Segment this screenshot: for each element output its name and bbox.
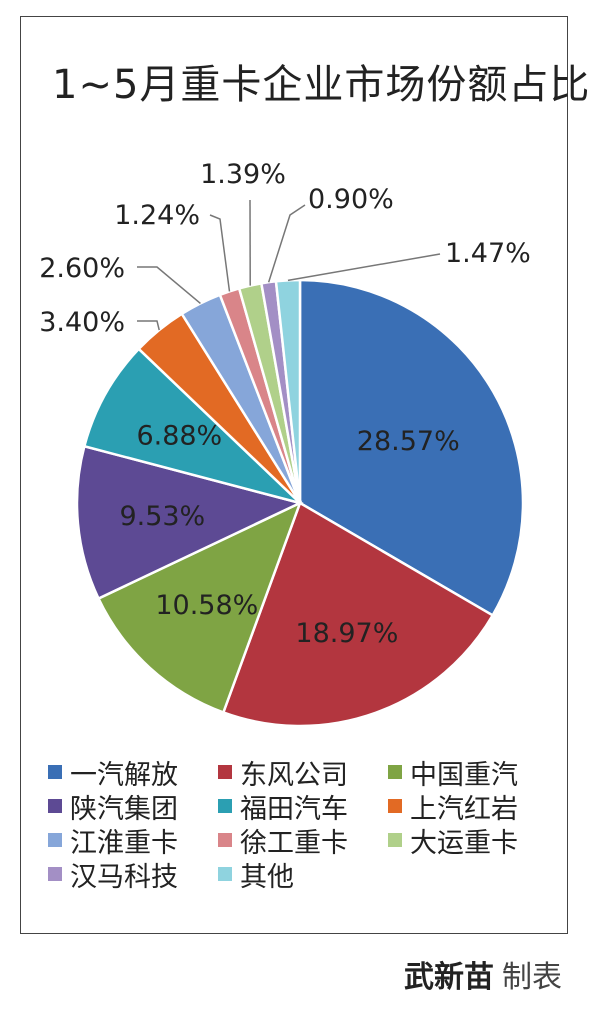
credit-line: 武新苗 制表	[404, 952, 562, 996]
legend-row: 陕汽集团 福田汽车 上汽红岩	[48, 787, 558, 826]
legend-item-2: 东风公司	[218, 753, 388, 792]
slice-label-6: 3.40%	[39, 307, 125, 338]
legend-label-1: 一汽解放	[70, 759, 178, 791]
slice-label-4: 9.53%	[119, 501, 205, 532]
pie-slice-1	[298, 278, 525, 618]
legend-label-9: 大运重卡	[410, 827, 518, 859]
legend-item-3: 中国重汽	[388, 753, 558, 792]
legend-item-6: 上汽红岩	[388, 787, 558, 826]
legend-swatch-5	[218, 799, 232, 813]
legend-swatch-9	[388, 833, 402, 847]
legend-swatch-10	[48, 867, 62, 881]
credit-role: 制表	[502, 960, 562, 995]
slice-label-9: 1.39%	[200, 159, 286, 190]
leader-line-10	[267, 204, 306, 283]
legend-label-8: 徐工重卡	[240, 827, 348, 859]
chart-legend: 一汽解放 东风公司 中国重汽 陕汽集团 福田汽车 上汽红岩 江淮重卡 徐工重卡 大运重卡 汉马科技…	[48, 753, 558, 894]
legend-swatch-2	[218, 765, 232, 779]
legend-item-11: 其他	[218, 855, 388, 894]
slice-label-7: 2.60%	[39, 253, 125, 284]
legend-label-11: 其他	[240, 861, 294, 893]
slice-label-5: 6.88%	[136, 421, 222, 452]
leader-line-6	[137, 320, 160, 331]
legend-item-9: 大运重卡	[388, 821, 558, 860]
pie-slice-4	[75, 444, 304, 601]
slice-label-2: 18.97%	[295, 618, 398, 649]
slice-label-8: 1.24%	[114, 200, 200, 231]
legend-label-10: 汉马科技	[70, 861, 178, 893]
pie-slice-3	[96, 500, 303, 715]
legend-item-8: 徐工重卡	[218, 821, 388, 860]
pie-slice-11	[274, 278, 302, 504]
pie-slice-5	[82, 347, 305, 506]
legend-swatch-11	[218, 867, 232, 881]
slice-label-11: 1.47%	[445, 238, 531, 269]
legend-item-1: 一汽解放	[48, 753, 218, 792]
legend-label-3: 中国重汽	[410, 759, 518, 791]
legend-row: 江淮重卡 徐工重卡 大运重卡	[48, 821, 558, 860]
legend-label-7: 江淮重卡	[70, 827, 178, 859]
legend-swatch-6	[388, 799, 402, 813]
chart-title: 1~5月重卡企业市场份额占比	[52, 62, 591, 108]
leader-line-7	[137, 266, 201, 305]
legend-row: 汉马科技 其他	[48, 855, 558, 894]
legend-label-4: 陕汽集团	[70, 793, 178, 825]
legend-swatch-3	[388, 765, 402, 779]
slice-label-1: 28.57%	[357, 426, 460, 457]
credit-author: 武新苗	[404, 960, 494, 995]
leader-line-11	[287, 253, 441, 282]
legend-item-4: 陕汽集团	[48, 787, 218, 826]
legend-item-7: 江淮重卡	[48, 821, 218, 860]
legend-swatch-4	[48, 799, 62, 813]
legend-item-5: 福田汽车	[218, 787, 388, 826]
legend-swatch-1	[48, 765, 62, 779]
legend-label-2: 东风公司	[240, 759, 348, 791]
legend-row: 一汽解放 东风公司 中国重汽	[48, 753, 558, 792]
legend-label-5: 福田汽车	[240, 793, 348, 825]
legend-item-10: 汉马科技	[48, 855, 218, 894]
pie-slice-2	[221, 501, 495, 728]
slice-label-3: 10.58%	[155, 590, 258, 621]
pie-chart: 28.57% 18.97% 10.58% 9.53% 6.88% 3.40% 2.60% 1.…	[39, 159, 531, 728]
slice-label-10: 0.90%	[308, 184, 394, 215]
legend-swatch-7	[48, 833, 62, 847]
leader-line-8	[209, 214, 231, 292]
legend-swatch-8	[218, 833, 232, 847]
legend-label-6: 上汽红岩	[410, 793, 518, 825]
